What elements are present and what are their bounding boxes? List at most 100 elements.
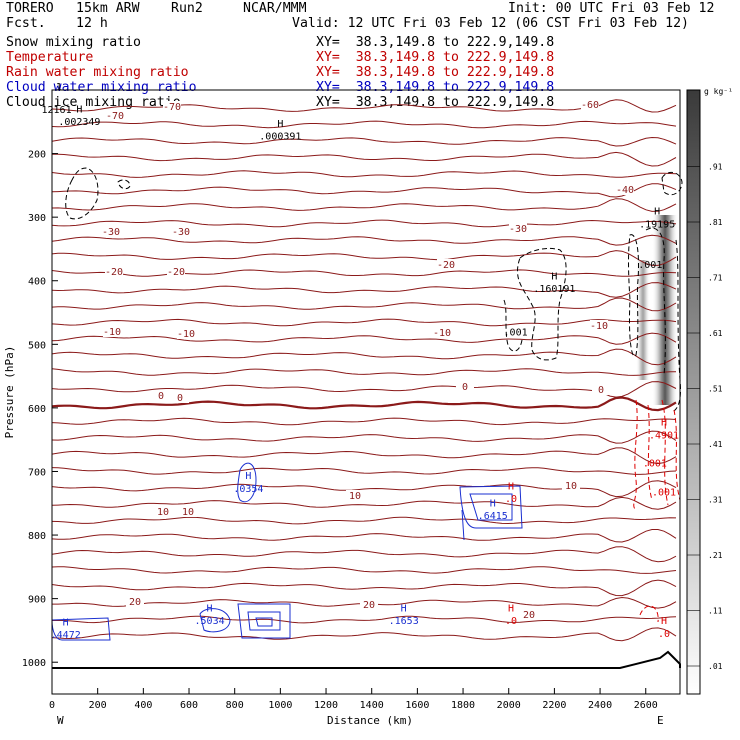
isotherm [51, 566, 677, 574]
field-rain: Rain water mixing ratio [6, 65, 189, 80]
x-tick-label: 1600 [405, 700, 429, 711]
isotherm-label: 20 [523, 610, 535, 621]
isotherm-label: 20 [129, 597, 141, 608]
field-snow-xy: XY= 38.3,149.8 to 222.9,149.8 [316, 35, 555, 50]
isotherm [51, 136, 677, 147]
isotherm [51, 282, 677, 298]
contour-annotation: .6415 [478, 511, 508, 522]
isotherm-label: -30 [509, 224, 527, 235]
field-cloudwater-xy: XY= 38.3,149.8 to 222.9,149.8 [316, 80, 555, 95]
isotherm-label: 10 [565, 481, 577, 492]
x-tick-label: 1400 [360, 700, 384, 711]
isotherm-label: -30 [172, 227, 190, 238]
snow-shading [636, 215, 678, 405]
isotherm-label: -70 [106, 111, 124, 122]
field-snow: Snow mixing ratio [6, 35, 141, 50]
cloud-water-contours [51, 462, 523, 641]
isotherm [51, 198, 677, 212]
colorbar-label: .51 [708, 385, 723, 394]
contour-annotation: H [245, 471, 251, 482]
isotherm-label-bg [360, 599, 378, 610]
contour-annotation: H [551, 271, 557, 282]
x-tick-label: 2400 [588, 700, 612, 711]
isotherm [51, 615, 677, 624]
isotherm-label: 0 [462, 382, 468, 393]
field-cloudice: Cloud ice mixing ratio [6, 95, 181, 110]
isotherm-label-bg [179, 506, 197, 517]
isotherm [51, 234, 677, 246]
isotherm-label-bg [581, 99, 599, 110]
contour-annotation: 12161 [42, 105, 72, 116]
contour-annotation: .001 [638, 260, 662, 271]
west-label: W [57, 714, 64, 727]
contour-annotation: .000391 [259, 132, 301, 143]
contour-annotation: H [654, 207, 660, 218]
contour-annotation: H [63, 617, 69, 628]
isotherm [51, 297, 677, 312]
isotherm-label-bg [520, 609, 538, 620]
colorbar-label: .41 [708, 440, 723, 449]
isotherm-label: 0 [158, 391, 164, 402]
isotherm-label-bg [105, 266, 123, 277]
contour-annotation: H [508, 603, 514, 614]
contour-annotation: .0 [505, 616, 517, 627]
isotherm [51, 516, 677, 525]
fcst-label: Fcst. [6, 16, 46, 31]
contour-annotation: .4901 [649, 430, 679, 441]
contour-annotation: .0354 [233, 484, 263, 495]
isotherm-label-bg [590, 320, 608, 331]
contour-annotation: .160191 [533, 284, 575, 295]
contour-annotation: .0 [658, 629, 670, 640]
y-tick-label: 700 [28, 467, 46, 478]
isotherm [51, 579, 677, 597]
isotherm-label-bg [103, 326, 121, 337]
contour-annotation: .001 [652, 488, 676, 499]
y-tick-label: 400 [28, 277, 46, 288]
isotherm-label-bg [154, 506, 172, 517]
x-tick-label: 1000 [268, 700, 292, 711]
east-label: E [657, 714, 664, 727]
isotherm [51, 430, 677, 444]
isotherm-label-bg [433, 327, 451, 338]
isotherm-label-bg [126, 596, 144, 607]
contour-annotation: H [661, 418, 667, 429]
x-axis-label: Distance (km) [327, 714, 413, 727]
isotherm [51, 496, 677, 510]
y-tick-label: 1000 [22, 658, 46, 669]
colorbar-units: g kg⁻¹ [704, 87, 733, 96]
colorbar: .01 .11 .21 .31 .41 .51 .61 .71 .81 .91 g kg⁻¹ [686, 87, 733, 695]
cloud-ice-contours [65, 167, 683, 413]
y-axis-label: Pressure (hPa) [3, 346, 16, 439]
isotherm-label: -20 [437, 260, 455, 271]
contour-annotation: H [508, 481, 514, 492]
y-tick-label: 200 [28, 150, 46, 161]
isotherm-label-bg [172, 226, 190, 237]
isotherm [51, 99, 677, 113]
isotherm [51, 467, 677, 475]
isotherm-label-bg [456, 381, 474, 392]
isotherm [51, 332, 677, 345]
isotherm-label: -40 [616, 185, 634, 196]
contour-annotation: .19195 [639, 219, 675, 230]
y-tick-label: 900 [28, 595, 46, 606]
isotherm-label: -60 [581, 100, 599, 111]
isotherm-label: 0 [177, 393, 183, 404]
contour-annotation: .4472 [51, 630, 81, 641]
isotherm-label-bg [592, 384, 610, 395]
y-axis: 200 300 400 500 600 700 800 900 1000 [22, 150, 58, 669]
contour-annotation: H [207, 603, 213, 614]
isotherm-label: -10 [177, 329, 195, 340]
isotherm-label: 10 [157, 507, 169, 518]
x-tick-label: 600 [180, 700, 198, 711]
colorbar-label: .61 [708, 329, 723, 338]
isotherm [51, 546, 677, 563]
isotherm-label: 10 [349, 491, 361, 502]
contour-annotation: .001 [643, 458, 667, 469]
isotherm [51, 396, 677, 412]
isotherm-label: -10 [103, 327, 121, 338]
terrain-line [52, 650, 681, 669]
isotherm-label-bg [346, 490, 364, 501]
colorbar-label: .81 [708, 218, 723, 227]
